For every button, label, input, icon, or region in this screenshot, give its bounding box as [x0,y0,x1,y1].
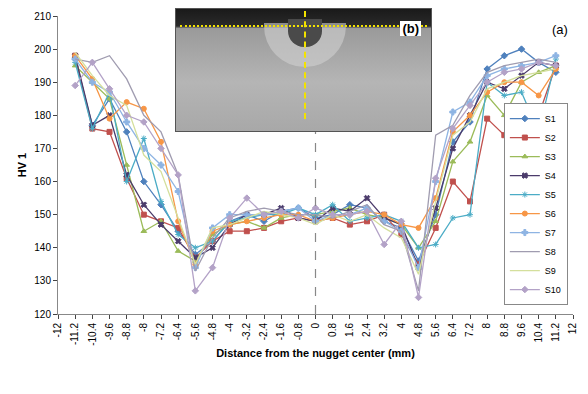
svg-text:11.2: 11.2 [550,323,561,342]
svg-text:130: 130 [34,275,51,286]
svg-text:(a): (a) [552,22,568,37]
svg-text:7.2: 7.2 [464,323,475,337]
svg-text:S1: S1 [545,114,556,124]
svg-text:4: 4 [396,323,407,329]
svg-text:HV 1: HV 1 [16,153,28,177]
svg-text:-6.4: -6.4 [172,323,183,341]
svg-text:-12: -12 [52,323,63,338]
svg-text:S10: S10 [545,285,561,295]
svg-text:10.4: 10.4 [533,323,544,343]
svg-text:S3: S3 [545,152,556,162]
svg-text:120: 120 [34,309,51,320]
svg-text:0: 0 [310,323,321,329]
svg-text:S9: S9 [545,266,556,276]
svg-text:190: 190 [34,77,51,88]
svg-text:-10.4: -10.4 [87,323,98,346]
svg-text:3.2: 3.2 [378,323,389,337]
svg-text:Distance from the nugget cente: Distance from the nugget center (mm) [216,347,415,359]
svg-text:160: 160 [34,176,51,187]
svg-text:-0.8: -0.8 [293,323,304,341]
svg-text:4.8: 4.8 [413,323,424,337]
svg-text:5.6: 5.6 [430,323,441,337]
svg-text:200: 200 [34,44,51,55]
svg-text:9.6: 9.6 [516,323,527,337]
svg-text:6.4: 6.4 [447,323,458,337]
svg-text:1.6: 1.6 [344,323,355,337]
svg-text:0.8: 0.8 [327,323,338,337]
svg-text:-2.4: -2.4 [258,323,269,341]
svg-text:180: 180 [34,110,51,121]
svg-text:8: 8 [481,323,492,329]
svg-text:S4: S4 [545,171,556,181]
svg-text:-11.2: -11.2 [69,323,80,345]
svg-text:12: 12 [567,323,578,335]
svg-text:-1.6: -1.6 [275,323,286,341]
svg-text:2.4: 2.4 [361,323,372,337]
svg-text:-5.6: -5.6 [190,323,201,341]
svg-text:170: 170 [34,143,51,154]
svg-text:-9.6: -9.6 [104,323,115,341]
svg-text:-7.2: -7.2 [155,323,166,341]
svg-text:-8.8: -8.8 [121,323,132,341]
svg-text:S2: S2 [545,133,556,143]
svg-text:-8: -8 [138,323,149,332]
svg-text:210: 210 [34,11,51,22]
svg-text:-4.8: -4.8 [207,323,218,341]
svg-text:S5: S5 [545,190,556,200]
svg-text:S8: S8 [545,247,556,257]
svg-text:S6: S6 [545,209,556,219]
svg-text:140: 140 [34,242,51,253]
svg-text:-4: -4 [224,323,235,332]
svg-text:S7: S7 [545,228,556,238]
svg-text:-3.2: -3.2 [241,323,252,341]
svg-text:150: 150 [34,209,51,220]
html-text:(b): (b) [402,21,419,36]
svg-text:8.8: 8.8 [499,323,510,337]
